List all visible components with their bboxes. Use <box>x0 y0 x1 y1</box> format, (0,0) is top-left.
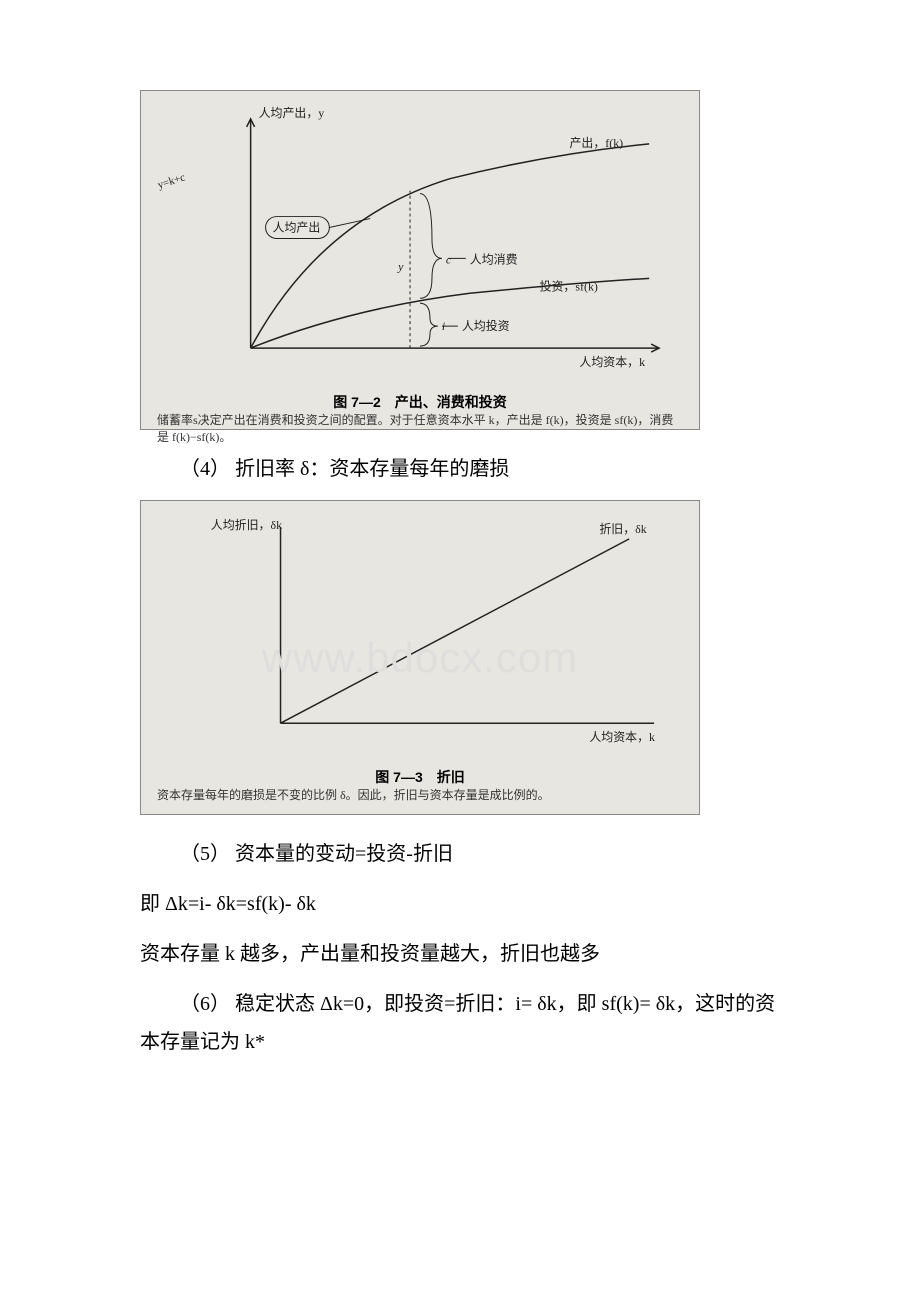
explain-line: 资本存量 k 越多，产出量和投资量越大，折旧也越多 <box>140 935 780 973</box>
handwriting-note: y=k+c <box>156 171 187 191</box>
chart-7-3: 人均折旧，δk 折旧，δk 人均资本，k <box>151 509 689 763</box>
tag-consumption: 人均消费 <box>470 252 518 266</box>
investment-curve-label: 投资，sf(k) <box>540 278 598 293</box>
figure-7-3-caption: 资本存量每年的磨损是不变的比例 δ。因此，折旧与资本存量是成比例的。 <box>151 787 689 804</box>
x-axis-label: 人均资本，k <box>579 355 645 369</box>
point-5: （5） 资本量的变动=投资-折旧 <box>140 835 780 873</box>
marker-c: c <box>446 252 452 266</box>
point-4: （4） 折旧率 δ：资本存量每年的磨损 <box>140 450 780 488</box>
figure-7-3: www.bdocx.com 人均折旧，δk 折旧，δk 人均资本，k 图 7—3… <box>140 500 700 815</box>
equation-line: 即 Δk=i- δk=sf(k)- δk <box>140 885 780 923</box>
chart-7-2: y c i 人均产出，y 产出，f(k) 投资，sf(k) 人均资本，k 人均产… <box>151 99 689 388</box>
y-axis-label: 人均产出，y <box>259 106 325 120</box>
y-axis-label-2: 人均折旧，δk <box>211 517 282 532</box>
point-6: （6） 稳定状态 Δk=0，即投资=折旧：i= δk，即 sf(k)= δk，这… <box>140 985 780 1061</box>
marker-y: y <box>397 259 404 273</box>
x-axis-label-2: 人均资本，k <box>589 730 655 744</box>
output-curve-label: 产出，f(k) <box>569 136 623 150</box>
line-label-2: 折旧，δk <box>599 521 646 536</box>
figure-7-2-caption: 储蓄率s决定产出在消费和投资之间的配置。对于任意资本水平 k，产出是 f(k)，… <box>151 412 689 446</box>
figure-7-2: y c i 人均产出，y 产出，f(k) 投资，sf(k) 人均资本，k 人均产… <box>140 90 700 430</box>
figure-7-3-title: 图 7—3 折旧 <box>151 767 689 787</box>
tag-percapita-output: 人均产出 <box>273 221 321 235</box>
tag-investment: 人均投资 <box>462 318 510 333</box>
figure-7-2-title: 图 7—2 产出、消费和投资 <box>151 392 689 412</box>
